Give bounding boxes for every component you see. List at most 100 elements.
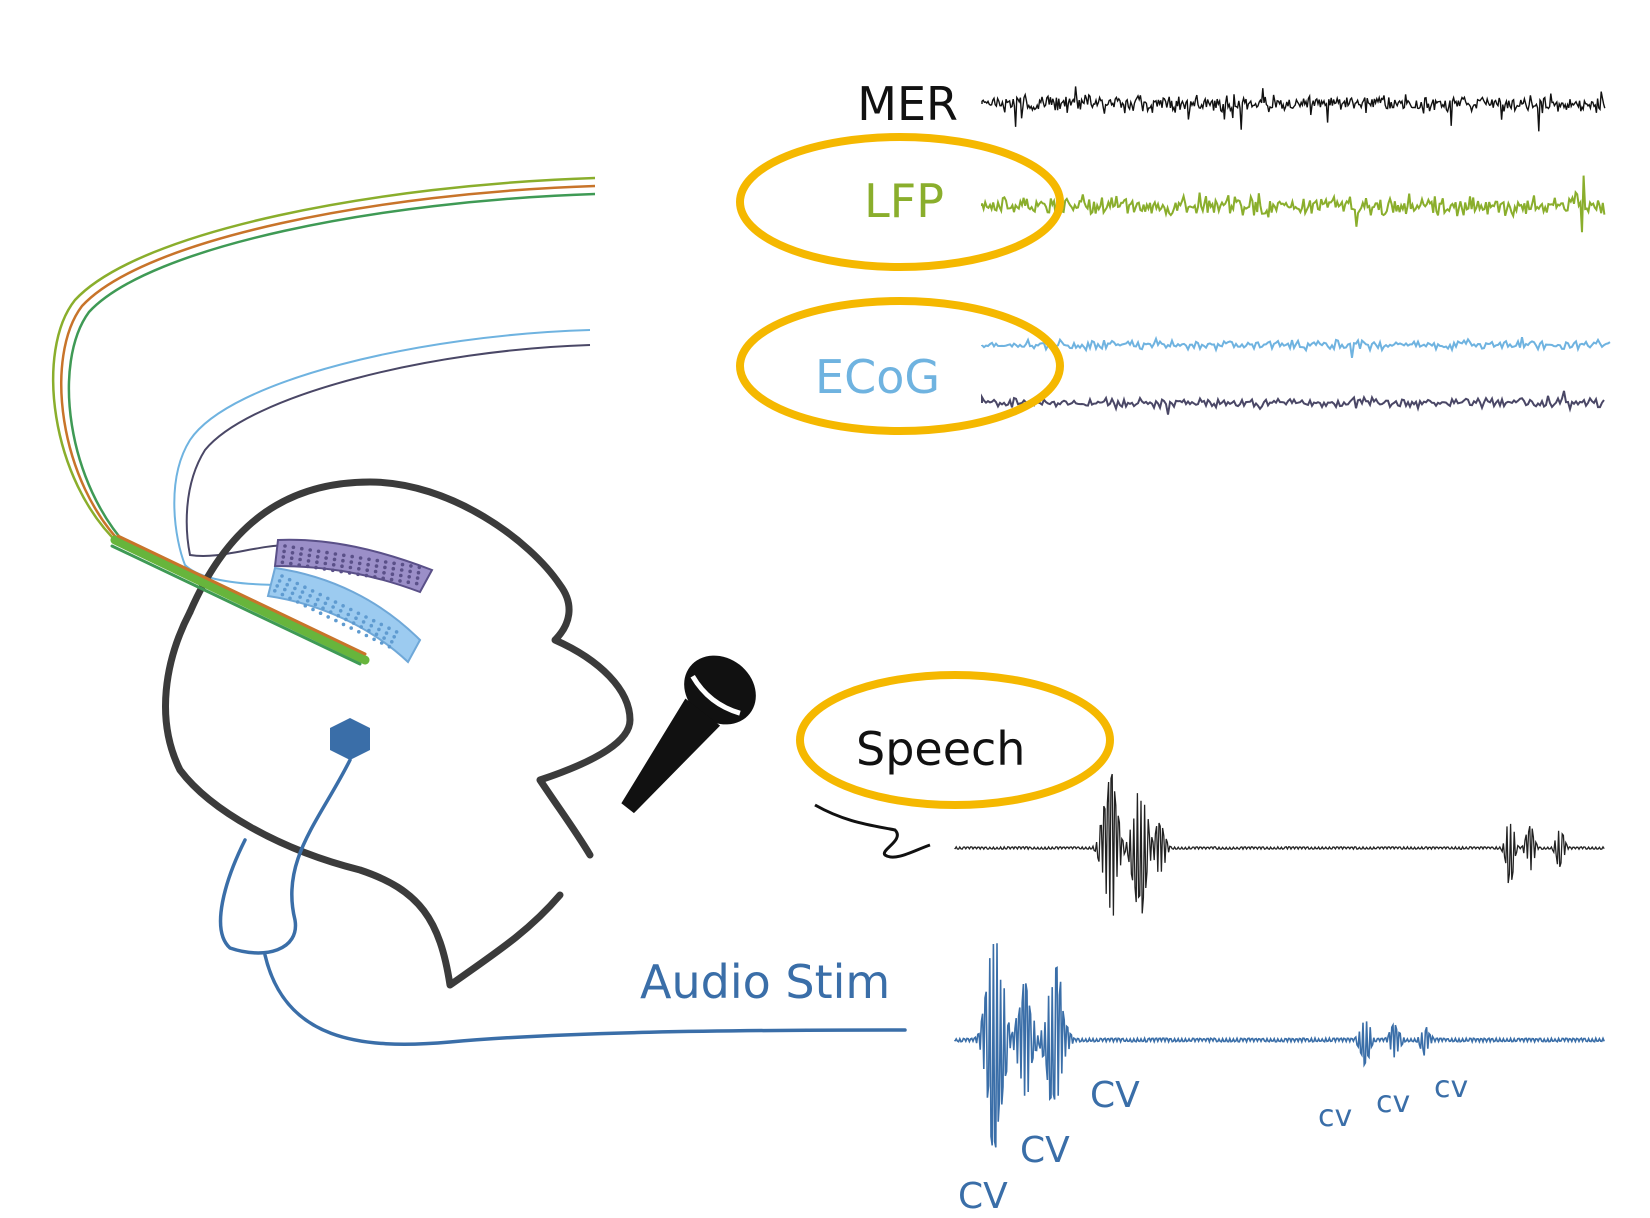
- grid-contact: [333, 552, 338, 556]
- audio-stim-cable: [218, 758, 907, 1046]
- audio-stim-waveform: [954, 943, 1605, 1148]
- grid-contact: [290, 551, 295, 555]
- grid-contact: [307, 553, 312, 558]
- grid-contact: [359, 625, 364, 629]
- grid-contact: [399, 568, 404, 572]
- grid-contact: [285, 582, 290, 587]
- cv-label-2: CV: [1020, 1130, 1070, 1171]
- ecog-grid-blue: [266, 566, 422, 664]
- grid-contact: [340, 564, 344, 568]
- grid-contact: [311, 607, 315, 612]
- grid-contact: [367, 628, 371, 633]
- grid-contact: [341, 604, 345, 608]
- grid-contact: [282, 549, 286, 554]
- grid-contact: [381, 576, 386, 581]
- grid-contact: [336, 613, 341, 618]
- grid-contact: [357, 630, 361, 634]
- grid-contact: [377, 627, 381, 632]
- cv-label-5: cv: [1376, 1085, 1410, 1120]
- grid-contact: [332, 557, 337, 562]
- grid-contact: [299, 552, 303, 556]
- grid-contact: [313, 602, 318, 607]
- grid-contact: [321, 606, 325, 610]
- grid-contact: [373, 569, 378, 574]
- grid-contact: [367, 557, 371, 562]
- grid-contact: [316, 597, 320, 602]
- grid-contact: [280, 560, 285, 565]
- grid-contact: [349, 607, 353, 612]
- grid-contact: [408, 569, 412, 574]
- grid-contact: [357, 561, 362, 566]
- grid-contact: [281, 555, 286, 559]
- grid-contact: [372, 637, 376, 642]
- grid-contact: [303, 603, 308, 608]
- cv-labels: CV CV CV cv cv cv: [958, 1070, 1468, 1217]
- grid-contact: [374, 564, 379, 568]
- grid-contact: [398, 579, 402, 583]
- grid-contact: [293, 586, 297, 591]
- grid-contact: [305, 599, 310, 603]
- grid-contact: [316, 549, 321, 554]
- grid-contact: [341, 622, 346, 627]
- grid-contact: [390, 640, 394, 644]
- ecog-trace-bottom: [981, 390, 1605, 415]
- grid-contact: [348, 565, 353, 570]
- grid-contact: [289, 561, 293, 566]
- grid-contact: [361, 620, 366, 624]
- grid-contact: [351, 621, 356, 625]
- ecog-grid-purple: [273, 538, 434, 594]
- grid-contact: [374, 632, 379, 637]
- grid-contact: [341, 558, 345, 563]
- grid-contact: [392, 561, 396, 566]
- grid-contact: [323, 561, 328, 566]
- grid-contact: [349, 626, 354, 630]
- grid-contact: [390, 572, 395, 576]
- cv-label-4: cv: [1318, 1099, 1352, 1134]
- grid-contact: [389, 577, 394, 582]
- grid-contact: [369, 623, 374, 628]
- grid-contact: [280, 574, 284, 578]
- grid-contact: [406, 580, 411, 584]
- grid-contact: [305, 564, 310, 569]
- grid-contact: [326, 615, 331, 619]
- grid-contact: [277, 579, 282, 583]
- lfp-label: LFP: [864, 174, 944, 228]
- grid-contact: [300, 546, 304, 551]
- grid-contact: [273, 589, 277, 593]
- grid-contact: [280, 592, 285, 597]
- grid-contact: [325, 550, 329, 555]
- grid-contact: [364, 615, 368, 619]
- grid-contact: [387, 626, 391, 630]
- grid-contact: [346, 612, 351, 617]
- cv-label-3: CV: [1090, 1075, 1140, 1116]
- grid-contact: [288, 596, 292, 601]
- grid-contact: [417, 565, 422, 570]
- grid-contact: [382, 571, 386, 575]
- grid-contact: [350, 554, 355, 559]
- grid-contact: [342, 553, 346, 558]
- grid-contact: [298, 595, 302, 599]
- grid-contact: [333, 600, 338, 604]
- grid-contact: [383, 560, 388, 564]
- grid-contact: [375, 558, 380, 563]
- grid-contact: [356, 572, 360, 577]
- grid-contact: [365, 568, 370, 572]
- grid-contact: [331, 605, 335, 609]
- grid-contact: [356, 611, 361, 616]
- grid-contact: [384, 631, 389, 635]
- grid-contact: [373, 575, 377, 579]
- grid-contact: [315, 555, 320, 559]
- grid-contact: [407, 575, 412, 579]
- grid-contact: [295, 600, 300, 604]
- grid-contact: [308, 548, 313, 552]
- grid-contact: [334, 618, 338, 623]
- grid-contact: [379, 622, 384, 627]
- grid-contact: [379, 641, 384, 645]
- lfp-trace: [981, 175, 1606, 233]
- speech-waveform: [954, 773, 1605, 916]
- grid-contact: [344, 617, 348, 622]
- grid-contact: [318, 611, 323, 615]
- cv-label-1: CV: [958, 1176, 1008, 1217]
- grid-contact: [331, 563, 336, 567]
- grid-contact: [349, 560, 354, 564]
